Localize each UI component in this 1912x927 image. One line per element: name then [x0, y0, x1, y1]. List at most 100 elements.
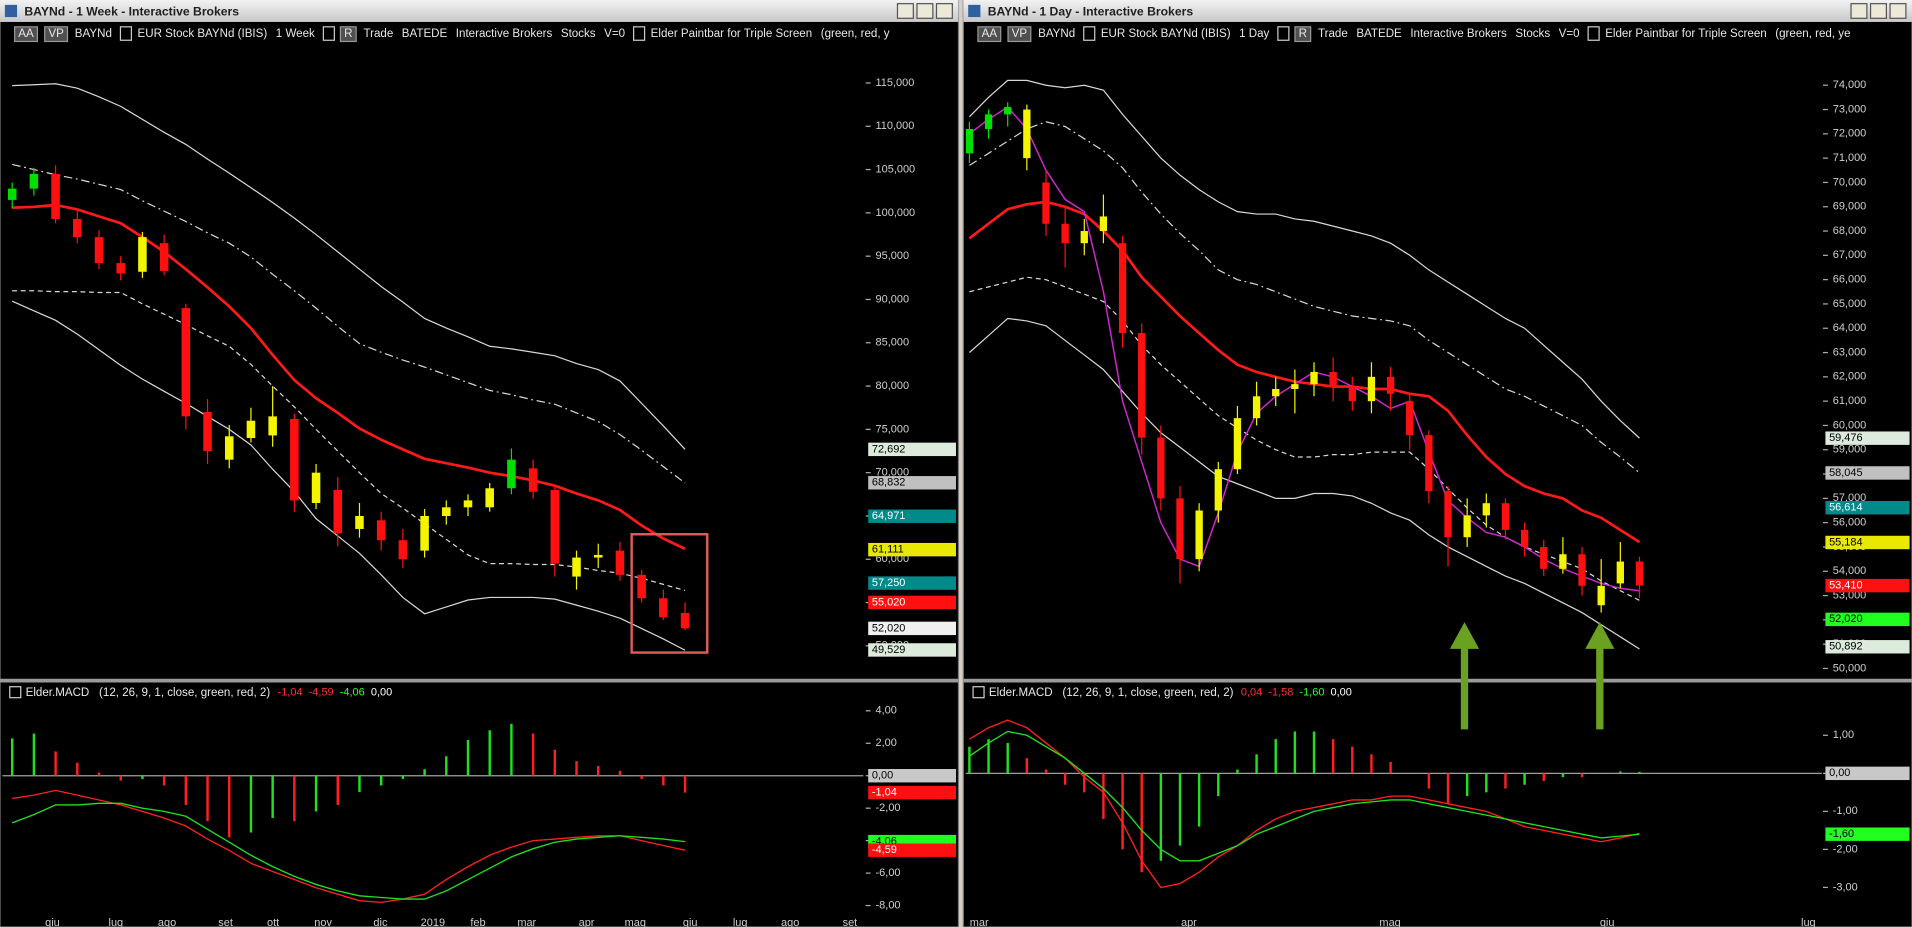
toolbar-item[interactable]: Trade — [1318, 28, 1348, 40]
y-tick-label: -1,00 — [1833, 805, 1858, 817]
candle-body — [1291, 384, 1299, 389]
toolbar-item[interactable]: Interactive Brokers — [456, 28, 553, 40]
price-label: 52,020 — [872, 622, 906, 634]
indicator-name: Elder.MACD — [26, 687, 90, 699]
minimize-button[interactable] — [896, 3, 914, 19]
y-tick-label: 69,000 — [1833, 201, 1867, 213]
maximize-button[interactable] — [1869, 3, 1888, 19]
toolbar-item[interactable]: AA — [18, 28, 34, 40]
plot-area — [7, 83, 690, 651]
toolbar-item[interactable]: BAYNd — [1038, 28, 1075, 40]
toolbar-button[interactable] — [1007, 26, 1032, 43]
toolbar-item[interactable]: EUR Stock BAYNd (IBIS) — [138, 28, 268, 40]
toolbar-item[interactable]: AA — [982, 28, 998, 40]
candle-body — [1061, 223, 1069, 244]
price-label-box — [1825, 766, 1910, 781]
x-tick-label: ago — [158, 917, 176, 927]
y-tick-label: 63,000 — [1833, 346, 1867, 358]
minimize-button[interactable] — [1850, 3, 1868, 19]
toolbar-item[interactable]: V=0 — [1559, 28, 1580, 40]
window-icon — [968, 4, 981, 18]
toolbar-item[interactable]: Interactive Brokers — [1410, 28, 1507, 40]
x-tick-label: mar — [970, 917, 989, 927]
toolbar-item[interactable]: R — [344, 28, 352, 40]
candle-body — [572, 557, 581, 577]
indicator-close[interactable] — [9, 686, 22, 699]
toolbar-item[interactable]: BAYNd — [75, 28, 112, 40]
candle-body — [268, 416, 277, 436]
x-tick-label: set — [843, 917, 858, 927]
x-tick-label: ott — [267, 917, 279, 927]
price-label-box — [868, 576, 956, 590]
price-label-box — [1825, 640, 1910, 654]
close-button[interactable] — [1889, 3, 1907, 19]
candle-body — [420, 515, 429, 551]
candle-body — [224, 436, 234, 460]
toolbar-item[interactable]: VP — [1012, 28, 1028, 40]
indicator-line — [12, 203, 686, 551]
toolbar-item[interactable]: 1 Day — [1239, 28, 1269, 40]
close-button[interactable] — [935, 3, 953, 19]
x-tick-label: mag — [1379, 917, 1400, 927]
candle-body — [1252, 396, 1261, 419]
candle-body — [528, 468, 538, 492]
candle-body — [116, 263, 125, 274]
toolbar-item[interactable]: Elder Paintbar for Triple Screen — [651, 28, 813, 40]
toolbar-item[interactable]: Elder Paintbar for Triple Screen — [1605, 28, 1767, 40]
window-title: BAYNd - 1 Week - Interactive Brokers — [24, 4, 239, 18]
toolbar-item[interactable]: 1 Week — [276, 28, 315, 40]
toolbar-icon — [1083, 26, 1096, 41]
toolbar-item[interactable]: BATEDE — [402, 28, 448, 40]
candle-body — [7, 188, 17, 200]
candle-body — [1138, 333, 1146, 438]
toolbar-item[interactable]: VP — [48, 28, 64, 40]
indicator-name: Elder.MACD — [989, 687, 1053, 699]
price-label-box — [1825, 578, 1910, 593]
toolbar-button[interactable] — [977, 26, 1002, 43]
toolbar-button[interactable] — [1294, 26, 1312, 43]
price-label: 53,410 — [1829, 579, 1863, 591]
toolbar-item[interactable]: BATEDE — [1356, 28, 1402, 40]
y-tick-label: 62,000 — [1833, 371, 1867, 383]
toolbar-button[interactable] — [14, 26, 39, 43]
toolbar-item[interactable]: Trade — [363, 28, 393, 40]
indicator-line — [968, 79, 1640, 439]
window-frame — [962, 0, 1912, 927]
toolbar-button[interactable] — [339, 26, 357, 43]
x-tick-label: mar — [517, 917, 536, 927]
price-label: 49,529 — [872, 644, 906, 656]
candle-body — [290, 418, 299, 501]
y-tick-label: -3,00 — [1833, 881, 1858, 893]
toolbar-item[interactable]: (green, red, ye — [1775, 28, 1850, 40]
toolbar-item[interactable]: Stocks — [1515, 28, 1550, 40]
candle-body — [1425, 435, 1433, 492]
toolbar-item[interactable]: R — [1299, 28, 1307, 40]
price-panel: 74,000 73,000 72,000 71,000 70,000 69,000 68,0… — [963, 79, 1912, 683]
candle-body — [355, 515, 364, 529]
y-tick-label: 50,000 — [1833, 662, 1867, 674]
indicator-close[interactable] — [972, 686, 985, 699]
candle-body — [1195, 510, 1203, 560]
toolbar-item[interactable]: V=0 — [604, 28, 625, 40]
candle-body — [159, 243, 169, 271]
toolbar-icon — [1277, 26, 1290, 41]
toolbar-button[interactable] — [44, 26, 69, 43]
toolbar-item[interactable]: Stocks — [561, 28, 596, 40]
candle-body — [1214, 469, 1222, 511]
price-label: 50,892 — [1829, 641, 1863, 653]
x-tick-label: giu — [683, 917, 698, 927]
y-tick-label: -6,00 — [876, 867, 901, 879]
annotation-arrow — [1585, 622, 1615, 730]
indicator-params: (12, 26, 9, 1, close, green, red, 2) — [1062, 687, 1233, 699]
y-tick-label: 54,000 — [1833, 565, 1867, 577]
y-tick-label: -8,00 — [876, 899, 901, 911]
maximize-button[interactable] — [916, 3, 934, 19]
candle-body — [1501, 503, 1510, 530]
price-label-box — [868, 643, 956, 657]
toolbar-item[interactable]: (green, red, y — [821, 28, 890, 40]
price-label-box — [868, 476, 956, 490]
candle-body — [376, 520, 386, 541]
y-tick-label: 68,000 — [1833, 225, 1867, 237]
toolbar-item[interactable]: EUR Stock BAYNd (IBIS) — [1101, 28, 1231, 40]
y-tick-label: 61,000 — [1833, 395, 1867, 407]
